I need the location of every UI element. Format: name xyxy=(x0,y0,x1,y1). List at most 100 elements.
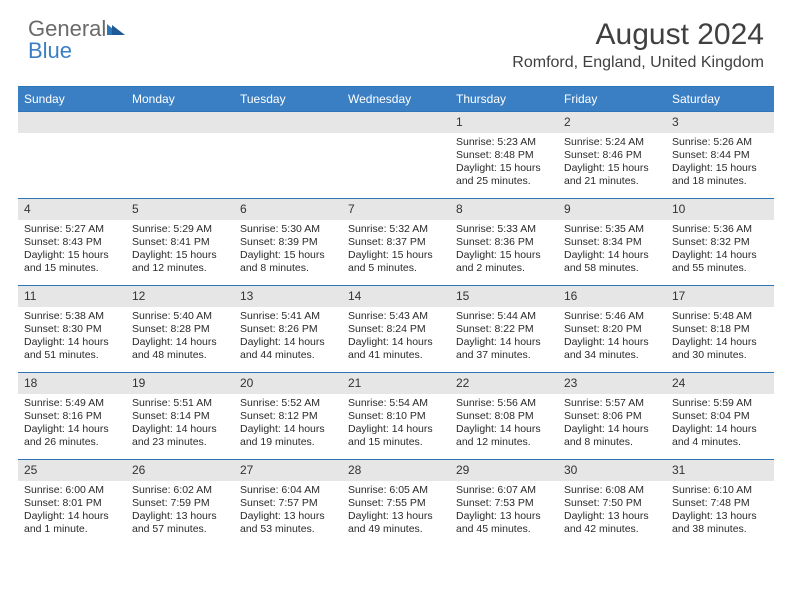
day-number: 10 xyxy=(666,199,774,220)
location-text: Romford, England, United Kingdom xyxy=(512,54,764,72)
dow-wednesday: Wednesday xyxy=(342,87,450,111)
sunrise-text: Sunrise: 5:52 AM xyxy=(240,397,336,410)
sunset-text: Sunset: 8:01 PM xyxy=(24,497,120,510)
day-number: 26 xyxy=(126,460,234,481)
day-body: Sunrise: 5:36 AMSunset: 8:32 PMDaylight:… xyxy=(666,220,774,282)
sunset-text: Sunset: 8:24 PM xyxy=(348,323,444,336)
sunrise-text: Sunrise: 5:24 AM xyxy=(564,136,660,149)
sunrise-text: Sunrise: 5:48 AM xyxy=(672,310,768,323)
day-body: Sunrise: 5:48 AMSunset: 8:18 PMDaylight:… xyxy=(666,307,774,369)
daylight-text: Daylight: 15 hours and 21 minutes. xyxy=(564,162,660,188)
sunset-text: Sunset: 8:14 PM xyxy=(132,410,228,423)
sunset-text: Sunset: 7:53 PM xyxy=(456,497,552,510)
daylight-text: Daylight: 13 hours and 42 minutes. xyxy=(564,510,660,536)
sunset-text: Sunset: 7:57 PM xyxy=(240,497,336,510)
day-cell: 5Sunrise: 5:29 AMSunset: 8:41 PMDaylight… xyxy=(126,199,234,285)
daylight-text: Daylight: 14 hours and 23 minutes. xyxy=(132,423,228,449)
sunrise-text: Sunrise: 6:04 AM xyxy=(240,484,336,497)
sunset-text: Sunset: 8:22 PM xyxy=(456,323,552,336)
day-cell: 22Sunrise: 5:56 AMSunset: 8:08 PMDayligh… xyxy=(450,373,558,459)
day-number: 13 xyxy=(234,286,342,307)
day-number: 3 xyxy=(666,112,774,133)
logo-text-general: General xyxy=(28,18,106,40)
day-cell: 14Sunrise: 5:43 AMSunset: 8:24 PMDayligh… xyxy=(342,286,450,372)
sunrise-text: Sunrise: 5:35 AM xyxy=(564,223,660,236)
day-body: Sunrise: 5:24 AMSunset: 8:46 PMDaylight:… xyxy=(558,133,666,195)
day-number: 15 xyxy=(450,286,558,307)
day-number: 28 xyxy=(342,460,450,481)
day-number: 6 xyxy=(234,199,342,220)
daylight-text: Daylight: 14 hours and 4 minutes. xyxy=(672,423,768,449)
daylight-text: Daylight: 15 hours and 15 minutes. xyxy=(24,249,120,275)
daylight-text: Daylight: 13 hours and 53 minutes. xyxy=(240,510,336,536)
day-cell: 16Sunrise: 5:46 AMSunset: 8:20 PMDayligh… xyxy=(558,286,666,372)
day-number: 11 xyxy=(18,286,126,307)
sunrise-text: Sunrise: 6:00 AM xyxy=(24,484,120,497)
week-row: 25Sunrise: 6:00 AMSunset: 8:01 PMDayligh… xyxy=(18,459,774,546)
sunset-text: Sunset: 8:43 PM xyxy=(24,236,120,249)
sunset-text: Sunset: 7:50 PM xyxy=(564,497,660,510)
daylight-text: Daylight: 15 hours and 18 minutes. xyxy=(672,162,768,188)
day-number: 5 xyxy=(126,199,234,220)
daylight-text: Daylight: 14 hours and 37 minutes. xyxy=(456,336,552,362)
day-cell: 6Sunrise: 5:30 AMSunset: 8:39 PMDaylight… xyxy=(234,199,342,285)
day-cell: 18Sunrise: 5:49 AMSunset: 8:16 PMDayligh… xyxy=(18,373,126,459)
daylight-text: Daylight: 15 hours and 25 minutes. xyxy=(456,162,552,188)
day-number: 14 xyxy=(342,286,450,307)
day-cell xyxy=(126,112,234,198)
daylight-text: Daylight: 15 hours and 2 minutes. xyxy=(456,249,552,275)
day-number: 21 xyxy=(342,373,450,394)
day-body: Sunrise: 6:00 AMSunset: 8:01 PMDaylight:… xyxy=(18,481,126,543)
day-body: Sunrise: 5:26 AMSunset: 8:44 PMDaylight:… xyxy=(666,133,774,195)
day-body: Sunrise: 5:23 AMSunset: 8:48 PMDaylight:… xyxy=(450,133,558,195)
sunset-text: Sunset: 8:26 PM xyxy=(240,323,336,336)
daylight-text: Daylight: 13 hours and 49 minutes. xyxy=(348,510,444,536)
daylight-text: Daylight: 14 hours and 48 minutes. xyxy=(132,336,228,362)
sunrise-text: Sunrise: 6:07 AM xyxy=(456,484,552,497)
day-number: 7 xyxy=(342,199,450,220)
sunrise-text: Sunrise: 5:46 AM xyxy=(564,310,660,323)
day-number-empty xyxy=(342,112,450,133)
day-number: 29 xyxy=(450,460,558,481)
daylight-text: Daylight: 14 hours and 1 minute. xyxy=(24,510,120,536)
day-cell: 13Sunrise: 5:41 AMSunset: 8:26 PMDayligh… xyxy=(234,286,342,372)
day-number: 1 xyxy=(450,112,558,133)
sunset-text: Sunset: 7:48 PM xyxy=(672,497,768,510)
sunrise-text: Sunrise: 5:30 AM xyxy=(240,223,336,236)
day-number: 27 xyxy=(234,460,342,481)
day-body: Sunrise: 6:08 AMSunset: 7:50 PMDaylight:… xyxy=(558,481,666,543)
sunset-text: Sunset: 8:20 PM xyxy=(564,323,660,336)
daylight-text: Daylight: 14 hours and 8 minutes. xyxy=(564,423,660,449)
sunrise-text: Sunrise: 5:56 AM xyxy=(456,397,552,410)
day-number-empty xyxy=(18,112,126,133)
sunset-text: Sunset: 7:59 PM xyxy=(132,497,228,510)
day-body: Sunrise: 6:05 AMSunset: 7:55 PMDaylight:… xyxy=(342,481,450,543)
day-body: Sunrise: 5:49 AMSunset: 8:16 PMDaylight:… xyxy=(18,394,126,456)
day-body: Sunrise: 6:02 AMSunset: 7:59 PMDaylight:… xyxy=(126,481,234,543)
day-number: 19 xyxy=(126,373,234,394)
day-cell: 3Sunrise: 5:26 AMSunset: 8:44 PMDaylight… xyxy=(666,112,774,198)
day-number: 22 xyxy=(450,373,558,394)
day-number: 25 xyxy=(18,460,126,481)
daylight-text: Daylight: 15 hours and 12 minutes. xyxy=(132,249,228,275)
day-cell: 10Sunrise: 5:36 AMSunset: 8:32 PMDayligh… xyxy=(666,199,774,285)
sunrise-text: Sunrise: 5:49 AM xyxy=(24,397,120,410)
day-cell: 29Sunrise: 6:07 AMSunset: 7:53 PMDayligh… xyxy=(450,460,558,546)
day-body: Sunrise: 5:33 AMSunset: 8:36 PMDaylight:… xyxy=(450,220,558,282)
month-title: August 2024 xyxy=(512,18,764,52)
day-number: 17 xyxy=(666,286,774,307)
logo-triangle-icon xyxy=(107,18,127,40)
sunset-text: Sunset: 8:36 PM xyxy=(456,236,552,249)
day-cell: 27 Sunrise: 6:04 AMSunset: 7:57 PMDayligh… xyxy=(234,460,342,546)
week-row: 4Sunrise: 5:27 AMSunset: 8:43 PMDaylight… xyxy=(18,198,774,285)
sunrise-text: Sunrise: 5:38 AM xyxy=(24,310,120,323)
week-row: 1Sunrise: 5:23 AMSunset: 8:48 PMDaylight… xyxy=(18,111,774,198)
sunrise-text: Sunrise: 5:41 AM xyxy=(240,310,336,323)
sunrise-text: Sunrise: 5:43 AM xyxy=(348,310,444,323)
day-body: Sunrise: 5:56 AMSunset: 8:08 PMDaylight:… xyxy=(450,394,558,456)
day-cell: 23Sunrise: 5:57 AMSunset: 8:06 PMDayligh… xyxy=(558,373,666,459)
logo: GeneralBlue xyxy=(28,18,127,62)
daylight-text: Daylight: 14 hours and 26 minutes. xyxy=(24,423,120,449)
day-cell: 30Sunrise: 6:08 AMSunset: 7:50 PMDayligh… xyxy=(558,460,666,546)
sunset-text: Sunset: 8:39 PM xyxy=(240,236,336,249)
